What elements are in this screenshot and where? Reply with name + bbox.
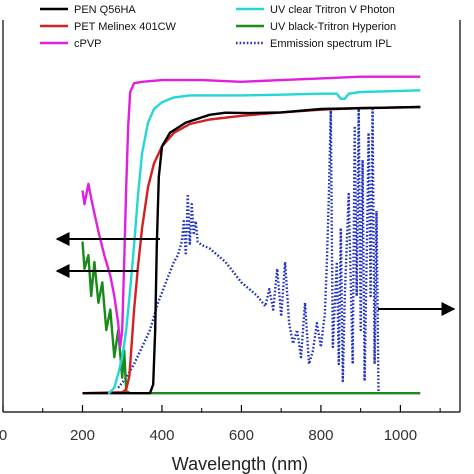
series-line-5 xyxy=(117,107,380,392)
series-line-3 xyxy=(107,89,421,395)
x-tick-label: 400 xyxy=(149,427,174,444)
legend-label: PET Melinex 401CW xyxy=(74,21,177,33)
legend-label: UV clear Tritron V Photon xyxy=(270,4,395,16)
series-line-0 xyxy=(82,105,421,395)
legend: PEN Q56HA PET Melinex 401CW cPVP UV clear T… xyxy=(40,4,396,50)
series-layer xyxy=(81,75,421,395)
legend-label: PEN Q56HA xyxy=(74,4,136,16)
legend-label: Emmission spectrum IPL xyxy=(270,38,392,50)
series-line-4 xyxy=(81,241,421,395)
x-tick-label: 600 xyxy=(229,427,254,444)
x-axis-title: Wavelength (nm) xyxy=(172,454,308,474)
x-tick-label: 800 xyxy=(308,427,333,444)
x-tick-label: 200 xyxy=(70,427,95,444)
x-tick-label: 1000 xyxy=(384,427,417,444)
legend-label: UV black-Tritron Hyperion xyxy=(270,21,396,33)
series-line-2 xyxy=(81,75,421,349)
x-tick-label: 0 xyxy=(0,427,7,444)
x-ticks: 0 200 400 600 800 1000 xyxy=(0,405,441,444)
legend-label: cPVP xyxy=(74,38,102,50)
